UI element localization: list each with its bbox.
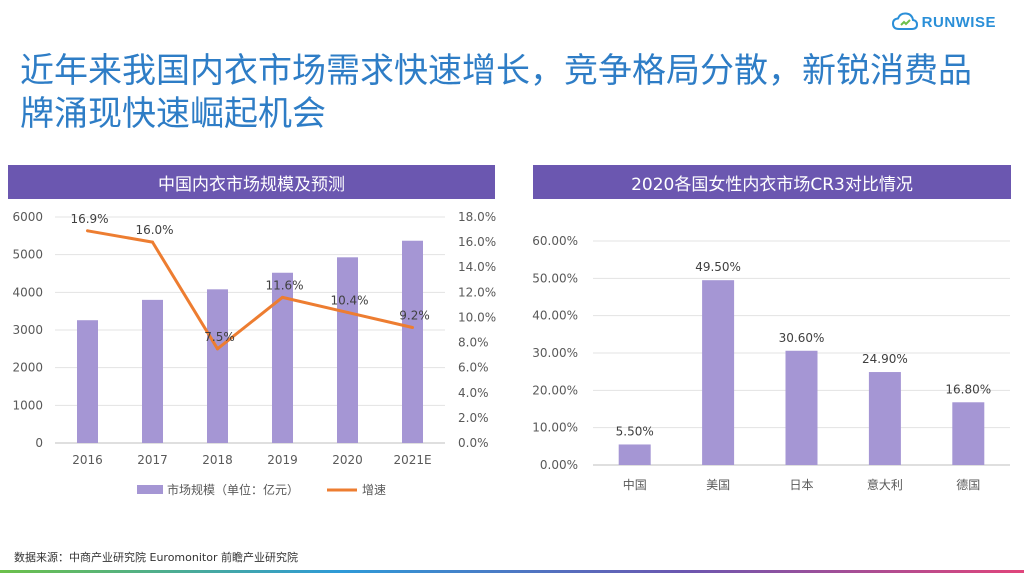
- y-tick-label-right: 14.0%: [458, 260, 496, 274]
- page-title: 近年来我国内衣市场需求快速增长，竞争格局分散，新锐消费品牌涌现快速崛起机会: [20, 51, 972, 134]
- bar-market-size: [77, 320, 98, 443]
- y-tick-label: 40.00%: [532, 309, 578, 323]
- bar-cr3: [702, 280, 735, 465]
- x-tick-label: 意大利: [867, 477, 903, 492]
- y-tick-label-right: 10.0%: [458, 310, 496, 324]
- y-tick-label-left: 6000: [12, 210, 43, 224]
- y-tick-label-left: 4000: [12, 285, 43, 299]
- legend-swatch-bar: [137, 485, 163, 494]
- growth-rate-point: [151, 240, 154, 244]
- y-tick-label-left: 2000: [12, 361, 43, 375]
- bar-cr3: [952, 402, 985, 465]
- growth-rate-label: 16.9%: [70, 212, 108, 226]
- growth-rate-point: [281, 295, 284, 299]
- brand-name: RUNWISE: [921, 13, 996, 31]
- bar-value-label: 49.50%: [695, 260, 741, 274]
- growth-rate-label: 9.2%: [399, 308, 430, 322]
- y-tick-label: 50.00%: [532, 271, 578, 285]
- y-tick-label-left: 1000: [12, 398, 43, 412]
- growth-rate-label: 16.0%: [135, 223, 173, 237]
- y-tick-label: 20.00%: [532, 383, 578, 397]
- y-tick-label-right: 18.0%: [458, 210, 496, 224]
- y-tick-label-left: 3000: [12, 323, 43, 337]
- growth-rate-label: 7.5%: [204, 330, 235, 344]
- x-tick-label: 2019: [267, 453, 298, 467]
- legend-label-line: 增速: [362, 483, 386, 497]
- x-tick-label: 2016: [72, 453, 103, 467]
- x-tick-label: 2020: [332, 453, 363, 467]
- left-chart-title: 中国内衣市场规模及预测: [8, 165, 495, 199]
- y-tick-label-right: 6.0%: [458, 361, 489, 375]
- y-tick-label: 0.00%: [540, 458, 578, 472]
- x-tick-label: 日本: [789, 478, 813, 492]
- y-tick-label-right: 8.0%: [458, 336, 489, 350]
- bar-value-label: 16.80%: [945, 382, 991, 396]
- x-tick-label: 2017: [137, 453, 168, 467]
- data-source-note: 数据来源：中商产业研究院 Euromonitor 前瞻产业研究院: [14, 551, 298, 564]
- y-tick-label-right: 4.0%: [458, 386, 489, 400]
- y-tick-label-right: 12.0%: [458, 285, 496, 299]
- y-tick-label-right: 0.0%: [458, 436, 489, 450]
- x-tick-label: 2021E: [393, 453, 431, 467]
- legend-label-bar: 市场规模（单位：亿元）: [167, 482, 299, 497]
- y-tick-label: 10.00%: [532, 421, 578, 435]
- bottom-accent-stripe: [0, 570, 1024, 573]
- y-tick-label-left: 0: [35, 436, 43, 450]
- cr3-comparison-chart: 0.00% 10.00% 20.00% 30.00% 40.00% 50.00% 60.00…: [532, 234, 1010, 492]
- x-tick-label: 美国: [706, 478, 730, 492]
- growth-rate-label: 10.4%: [330, 293, 368, 307]
- y-tick-label-right: 16.0%: [458, 235, 496, 249]
- growth-rate-point: [86, 229, 89, 233]
- x-tick-label: 2018: [202, 453, 233, 467]
- growth-rate-label: 11.6%: [265, 278, 303, 292]
- growth-rate-point: [216, 347, 219, 351]
- bar-market-size: [207, 289, 228, 443]
- y-tick-label-right: 2.0%: [458, 411, 489, 425]
- y-tick-label: 30.00%: [532, 346, 578, 360]
- brand-logo: RUNWISE: [891, 12, 996, 32]
- bar-market-size: [272, 272, 293, 443]
- bar-value-label: 24.90%: [862, 352, 908, 366]
- growth-rate-point: [411, 325, 414, 329]
- x-tick-label: 德国: [956, 477, 980, 492]
- market-size-chart: 0 1000 2000 3000 4000 5000 6000 0.0% 2.0% 4.0% 6.0…: [12, 210, 496, 497]
- y-tick-label: 60.00%: [532, 234, 578, 248]
- bar-cr3: [618, 444, 651, 465]
- bar-value-label: 5.50%: [616, 424, 654, 438]
- growth-rate-line: [87, 229, 413, 351]
- bar-market-size: [142, 299, 163, 443]
- y-tick-label-left: 5000: [12, 248, 43, 262]
- cloud-logo-icon: [891, 12, 918, 30]
- growth-rate-point: [346, 310, 349, 314]
- bar-value-label: 30.60%: [779, 331, 825, 345]
- bar-market-size: [337, 257, 358, 443]
- right-chart-title: 2020各国女性内衣市场CR3对比情况: [533, 165, 1011, 199]
- x-tick-label: 中国: [623, 477, 647, 492]
- bar-cr3: [785, 350, 818, 465]
- bar-market-size: [402, 240, 423, 443]
- bar-cr3: [868, 372, 901, 465]
